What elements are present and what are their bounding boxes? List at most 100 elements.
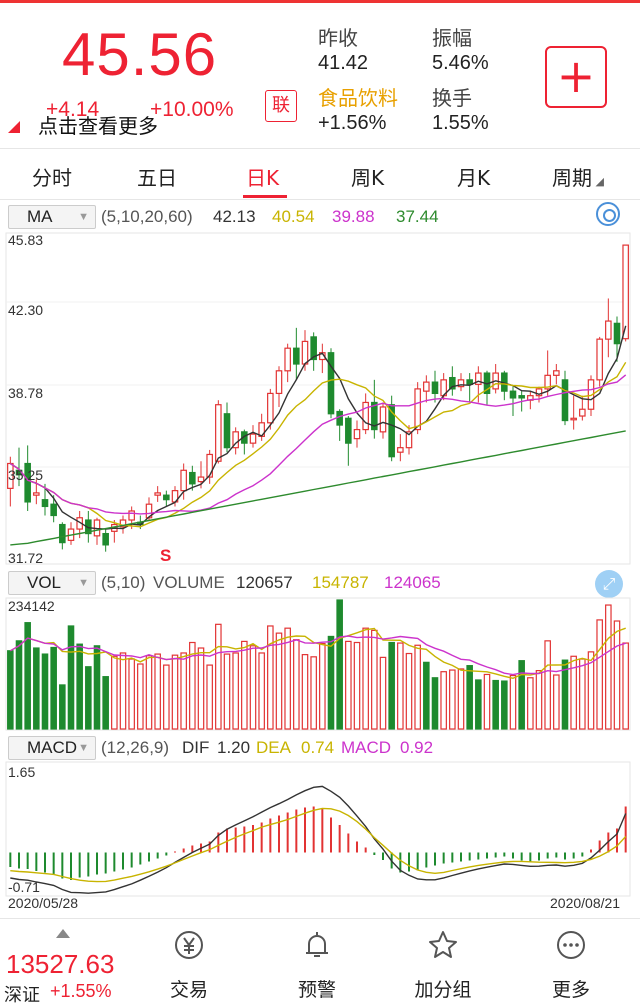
ma-legend-row: MA ▼ (5,10,20,60) 42.13 40.54 39.88 37.44 <box>0 203 640 229</box>
candle-body <box>423 381 430 392</box>
vol-selector[interactable]: VOL ▼ <box>8 571 96 595</box>
candle-body <box>327 352 335 415</box>
nav-more[interactable]: 更多 <box>526 929 616 1002</box>
volume-bar <box>102 676 109 730</box>
tab-period-label: 周期 <box>552 166 592 190</box>
tab-five-day[interactable]: 五日 <box>137 166 177 190</box>
settings-gear-icon[interactable] <box>596 202 620 226</box>
candle-body <box>111 523 118 532</box>
candle-body <box>587 379 595 410</box>
candle-body <box>570 417 577 421</box>
expand-icon[interactable]: ⤢ <box>595 570 623 598</box>
candle-body <box>145 503 153 519</box>
macd-selector-label: MACD <box>27 738 78 757</box>
ma-selector[interactable]: MA ▼ <box>8 205 96 229</box>
dea-line <box>10 807 627 883</box>
sector-label[interactable]: 食品饮料 <box>318 88 398 110</box>
volume-bar <box>327 635 335 730</box>
tab-intraday[interactable]: 分时 <box>32 166 72 190</box>
volume-bar <box>154 653 161 730</box>
nav-alert-label: 预警 <box>297 979 336 1001</box>
volume-bar <box>431 677 439 730</box>
volume-axis-max: 234142 <box>8 598 55 614</box>
price-axis-label: 42.30 <box>8 302 44 318</box>
tab-weekly-k[interactable]: 周K <box>351 166 385 190</box>
candle-body <box>466 379 473 385</box>
volume-bar <box>206 664 213 730</box>
volume-bar <box>587 651 595 730</box>
volume-bar <box>59 684 66 730</box>
index-name: 深证 <box>4 985 40 1006</box>
volume-bar <box>24 622 31 730</box>
nav-add-group[interactable]: 加分组 <box>398 929 488 1002</box>
nav-trade[interactable]: 交易 <box>144 929 234 1002</box>
candle-body <box>232 431 239 449</box>
vol-selector-label: VOL <box>27 573 62 592</box>
tab-monthly-k[interactable]: 月K <box>457 166 491 190</box>
candle-body <box>154 492 161 496</box>
volume-bar <box>145 655 153 730</box>
caret-down-icon: ◢ <box>592 175 604 188</box>
candle-body <box>180 469 187 492</box>
price-axis-label: 31.72 <box>8 550 44 566</box>
volume-bar <box>223 653 231 730</box>
volume-bar <box>128 658 135 730</box>
bell-icon <box>306 932 328 957</box>
volume-panel-frame <box>5 597 631 731</box>
turnover-label: 换手 <box>432 88 472 110</box>
volume-bar <box>397 642 404 730</box>
tab-daily-k[interactable]: 日K <box>246 166 280 190</box>
view-more-link[interactable]: 点击查看更多 <box>38 114 158 138</box>
volume-bar <box>301 654 309 730</box>
ma-params: (5,10,20,60) <box>101 207 193 226</box>
candle-body <box>310 336 317 361</box>
volume-bar <box>509 674 517 730</box>
candle-body <box>319 352 326 361</box>
end-date: 2020/08/21 <box>550 895 621 911</box>
ma-selector-label: MA <box>27 207 53 226</box>
volume-bar <box>67 625 75 730</box>
macd-selector[interactable]: MACD ▼ <box>8 736 96 760</box>
candle-body <box>76 517 83 530</box>
start-date: 2020/05/28 <box>8 895 79 911</box>
volume-bar <box>163 664 170 730</box>
dea-label: DEA <box>256 738 291 757</box>
volume-bar <box>345 640 352 730</box>
amplitude-value: 5.46% <box>432 52 489 74</box>
volume-bar <box>579 658 586 730</box>
candle-body <box>362 401 369 431</box>
candle-body <box>553 370 560 376</box>
tab-period[interactable]: 周期 ◢ <box>552 162 604 191</box>
yuan-icon <box>175 931 203 959</box>
candle-body <box>440 379 447 397</box>
nav-more-label: 更多 <box>551 979 590 1001</box>
nav-alert[interactable]: 预警 <box>272 929 362 1002</box>
divider <box>0 148 640 149</box>
candle-body <box>605 320 612 340</box>
candle-body <box>501 372 508 392</box>
candle-body <box>267 392 274 424</box>
candle-body <box>215 404 222 462</box>
volume-bar <box>466 665 473 730</box>
volume-bar <box>171 654 179 730</box>
candle-body <box>397 447 404 453</box>
candle-body <box>128 510 135 521</box>
volume-bar <box>41 653 49 730</box>
volume-bar <box>293 639 300 730</box>
turnover-value: 1.55% <box>432 112 489 134</box>
vol-ma5-value: 154787 <box>312 573 369 592</box>
up-arrow-icon[interactable] <box>56 929 70 938</box>
volume-bar <box>189 641 196 730</box>
candle-body <box>431 381 439 395</box>
index-value[interactable]: 13527.63 <box>6 949 115 979</box>
bottom-bar: 13527.63 深证 +1.55% 交易 预警 加分组 更多 <box>0 918 640 1006</box>
volume-bar <box>561 659 569 730</box>
macd-label: MACD <box>341 738 392 757</box>
ma5-value: 42.13 <box>213 207 256 226</box>
volume-bar <box>119 652 127 730</box>
volume-bar <box>111 655 118 730</box>
active-tab-underline <box>243 195 287 198</box>
add-watchlist-button[interactable]: + <box>545 46 607 108</box>
link-badge[interactable]: 联 <box>265 90 297 122</box>
volume-bar <box>414 644 421 730</box>
